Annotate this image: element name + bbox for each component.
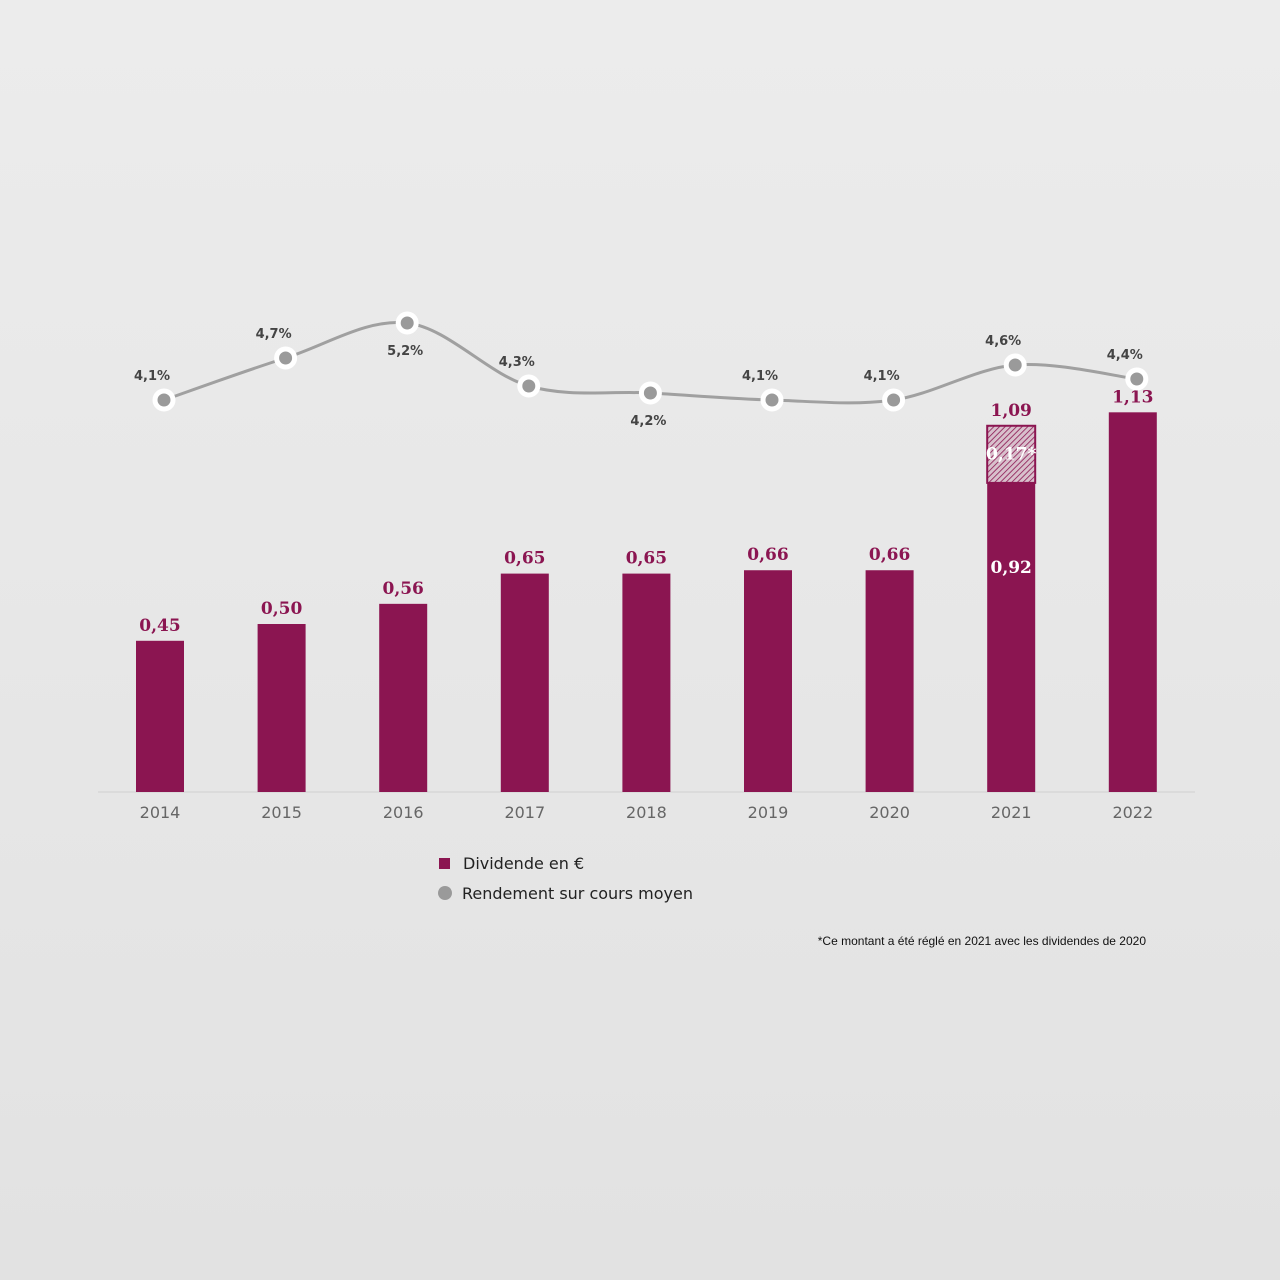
yield-value-label: 4,6% [985,334,1021,349]
x-tick-label: 2021 [991,803,1032,822]
footnote: *Ce montant a été réglé en 2021 avec les… [817,934,1146,948]
x-tick-label: 2015 [261,803,302,822]
yield-point [1003,353,1027,377]
yield-point [1125,367,1149,391]
yield-value-label: 4,3% [499,355,535,370]
yield-point [638,381,662,405]
bar-segment-label: 0,92 [990,558,1031,578]
bar-value-label: 0,56 [382,579,423,599]
bar-value-label: 0,65 [504,549,545,569]
yield-value-label: 4,2% [630,414,666,429]
legend-circle-icon [438,886,452,900]
yield-point [760,388,784,412]
bar [622,573,671,792]
yield-value-label: 4,7% [256,327,292,342]
x-tick-label: 2019 [748,803,789,822]
bar-value-label: 0,45 [139,616,180,636]
bar [1108,412,1157,792]
bar [379,603,428,792]
legend-item-dividend: Dividende en € [438,848,693,878]
x-tick-label: 2017 [504,803,545,822]
yield-point [517,374,541,398]
legend: Dividende en € Rendement sur cours moyen [438,848,693,908]
x-tick-labels: 2014 2015 2016 2017 2018 2019 2020 2021 2022 [140,803,1154,822]
x-tick-label: 2022 [1112,803,1153,822]
bar-value-label: 1,09 [990,401,1031,421]
legend-label-dividend: Dividende en € [463,853,585,873]
bar-value-label: 0,50 [261,599,303,619]
yield-series: 4,1% 4,7% 5,2% 4,3% 4,2% 4,1% 4,1% 4,6% 4,4% [134,311,1149,429]
bar-series: 0,45 0,50 0,56 0,65 0,65 0,66 0,66 0,92 0,17* 1,0… [136,387,1157,792]
yield-point [395,311,419,335]
x-tick-label: 2016 [383,803,424,822]
bar [136,640,184,792]
x-tick-label: 2014 [140,803,181,822]
legend-label-yield: Rendement sur cours moyen [462,883,694,903]
yield-value-label: 4,1% [742,369,778,384]
legend-square-icon [439,857,450,869]
bar-segment-hatched [986,424,1037,484]
bar [257,624,306,792]
bar-value-label: 0,66 [869,545,910,565]
x-tick-label: 2020 [869,803,910,822]
bar [744,570,792,792]
bar-segment [987,482,1036,792]
yield-point [274,346,298,370]
bar-value-label: 0,65 [626,549,667,569]
bar-value-label: 0,66 [747,545,788,565]
yield-value-label: 4,1% [864,369,900,384]
yield-point [152,388,176,412]
legend-item-yield: Rendement sur cours moyen [438,878,693,908]
bar [865,570,914,792]
x-tick-label: 2018 [626,803,667,822]
bar-value-label: 1,13 [1112,387,1153,407]
yield-point [882,388,906,412]
bar-segment-label: 0,17* [986,444,1036,464]
yield-value-label: 4,4% [1107,348,1143,363]
yield-value-label: 5,2% [387,344,423,359]
yield-value-label: 4,1% [134,369,170,384]
bar [500,573,549,792]
